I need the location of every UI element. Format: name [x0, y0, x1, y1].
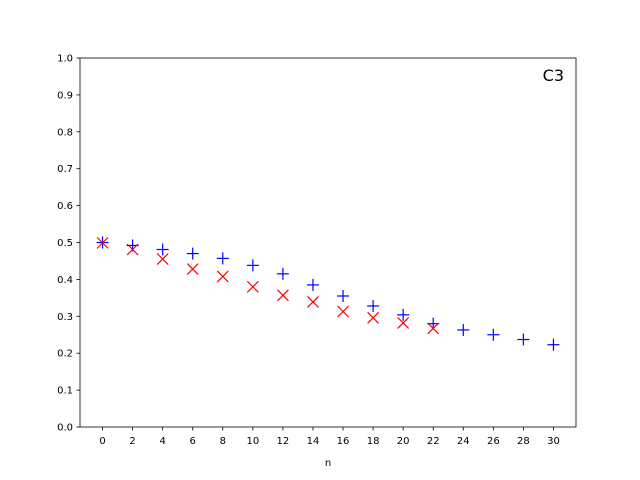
- plus-marker-point: [517, 333, 530, 346]
- x-marker-point: [216, 270, 229, 283]
- y-tick-label: 0.2: [57, 349, 73, 360]
- x-axis-ticks: 0 2 4 6 8 10 12 14 16 18 20 22 24 26 28 30: [99, 427, 560, 447]
- plus-marker-point: [367, 299, 380, 312]
- y-tick-label: 0.8: [57, 127, 73, 138]
- plus-marker-point: [156, 243, 169, 256]
- x-tick-label: 16: [337, 436, 350, 447]
- x-tick-label: 26: [487, 436, 500, 447]
- x-marker-point: [156, 253, 169, 266]
- x-tick-label: 4: [159, 436, 165, 447]
- x-marker-point: [367, 311, 380, 324]
- plus-marker-point: [306, 278, 319, 291]
- plus-marker-point: [487, 328, 500, 341]
- x-tick-label: 2: [129, 436, 135, 447]
- y-tick-label: 0.4: [57, 275, 73, 286]
- x-marker-point: [186, 263, 199, 275]
- plus-marker-point: [246, 259, 259, 272]
- plus-marker-point: [547, 338, 560, 351]
- x-axis-label: n: [325, 458, 331, 469]
- y-axis-ticks: 0.0 0.1 0.2 0.3 0.4 0.5 0.6 0.7 0.8 0.9 1.0: [57, 54, 80, 434]
- x-tick-label: 22: [427, 436, 440, 447]
- x-tick-label: 12: [277, 436, 290, 447]
- x-tick-label: 8: [220, 436, 226, 447]
- x-tick-label: 14: [307, 436, 320, 447]
- y-tick-label: 0.7: [57, 164, 73, 175]
- x-tick-label: 10: [246, 436, 259, 447]
- y-tick-label: 0.6: [57, 201, 73, 212]
- y-tick-label: 0.1: [57, 386, 73, 397]
- chart-annotation-c3: C3: [543, 66, 564, 85]
- x-marker-point: [337, 305, 349, 318]
- x-marker-point: [126, 243, 139, 256]
- plot-marks: [96, 236, 560, 351]
- plus-marker-point: [337, 290, 350, 303]
- x-marker-point: [307, 295, 319, 308]
- y-tick-label: 0.9: [57, 90, 73, 101]
- x-marker-point: [427, 322, 440, 335]
- y-tick-label: 1.0: [57, 54, 73, 65]
- plus-marker-point: [397, 308, 410, 321]
- x-marker-point: [246, 280, 259, 293]
- x-tick-label: 6: [190, 436, 196, 447]
- plus-marker-point: [186, 247, 199, 260]
- x-tick-label: 24: [457, 436, 470, 447]
- x-marker-point: [276, 289, 289, 302]
- y-tick-label: 0.5: [57, 238, 73, 249]
- plot-area-frame: [79, 57, 577, 428]
- plus-marker-point: [457, 323, 470, 336]
- x-tick-label: 28: [517, 436, 530, 447]
- x-tick-label: 30: [547, 436, 560, 447]
- x-tick-label: 20: [397, 436, 410, 447]
- plus-marker-point: [216, 252, 229, 265]
- plus-marker-point: [276, 267, 289, 280]
- x-tick-label: 0: [99, 436, 105, 447]
- x-marker-point: [397, 317, 410, 329]
- x-tick-label: 18: [367, 436, 380, 447]
- x-marker-point: [96, 236, 109, 249]
- y-tick-label: 0.3: [57, 312, 73, 323]
- y-tick-label: 0.0: [57, 423, 73, 434]
